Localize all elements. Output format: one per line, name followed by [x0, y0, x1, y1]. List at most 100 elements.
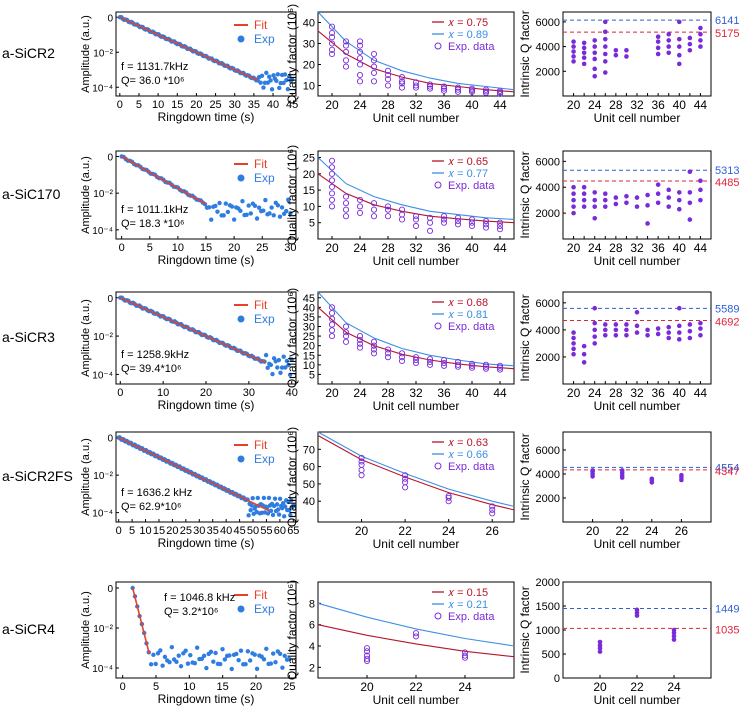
quality-exp-point — [356, 203, 364, 210]
quality-ytick-label: 40 — [303, 302, 315, 314]
intrinsic-point — [602, 204, 608, 209]
legend-fit-label: Fit — [254, 157, 268, 171]
intrinsic-point — [592, 197, 598, 203]
quality-exp-point — [356, 344, 364, 351]
intrinsic-point — [676, 197, 682, 203]
ringdown-exp-point — [211, 659, 216, 664]
intrinsic-point — [592, 38, 598, 43]
quality-exp-point — [384, 350, 392, 357]
ringdown-xtick-label: 30 — [284, 242, 296, 254]
ringdown-exp-point — [277, 214, 283, 219]
legend-exp-swatch — [237, 174, 245, 182]
ringdown-exp-point — [243, 662, 248, 667]
legend-expdata-swatch — [434, 462, 442, 470]
intrinsic-point — [592, 204, 598, 209]
ringdown-exp-point — [275, 365, 280, 370]
intrinsic-point — [666, 50, 672, 56]
quality-ylabel: Quality factor (10⁶) — [285, 288, 299, 388]
quality-exp-point — [454, 358, 462, 366]
quality-xtick-label: 44 — [493, 386, 507, 400]
intrinsic-ytick-label: 6000 — [536, 156, 560, 168]
intrinsic-ytick-label: 2000 — [536, 208, 560, 220]
sample-label: a-SiCR3 — [2, 329, 55, 345]
legend-expdata-label: Exp. data — [448, 611, 495, 623]
quality-exp-point — [384, 67, 392, 74]
ringdown-exp-point — [208, 649, 214, 655]
legend-exp-label: Exp — [254, 602, 275, 616]
quality-ytick-label: 20 — [303, 169, 315, 181]
quality-ytick-label: 40 — [303, 18, 315, 30]
ringdown-exp-point — [252, 203, 258, 209]
intrinsic-point — [676, 44, 682, 49]
intrinsic-xtick-label: 22 — [630, 680, 644, 694]
quality-exp-point — [342, 213, 350, 220]
ringdown-q: Q= 39.4*10⁶ — [121, 363, 182, 375]
quality-exp-point — [328, 23, 336, 30]
quality-exp-point — [363, 655, 371, 662]
quality-exp-point — [440, 356, 448, 364]
intrinsic-point — [602, 197, 608, 203]
ringdown-exp-point — [256, 205, 262, 210]
quality-exp-point — [454, 84, 462, 91]
ringdown-exp-point — [222, 657, 228, 662]
quality-xtick-label: 22 — [398, 524, 412, 538]
quality-exp-point — [426, 81, 434, 88]
quality-exp-point — [426, 227, 434, 234]
legend-expdata-label: Exp. data — [448, 461, 495, 473]
quality-exp-point — [454, 86, 462, 93]
intrinsic-point — [687, 200, 693, 206]
ringdown-exp-point — [264, 70, 269, 76]
legend-exp-swatch — [237, 35, 245, 43]
intrinsic-point — [676, 330, 682, 335]
quality-exp-point — [412, 213, 420, 220]
ringdown-axes — [115, 150, 297, 240]
ringdown-exp-point — [223, 201, 228, 206]
ringdown-ytick-label: 10⁻⁴ — [92, 664, 113, 675]
quality-exp-point — [328, 327, 336, 334]
ringdown-exp-point — [287, 656, 292, 662]
quality-exp-point — [384, 203, 392, 210]
ringdown-exp-point — [275, 507, 281, 512]
ringdown-xtick-label: 10 — [139, 525, 151, 537]
quality-xtick-label: 36 — [437, 386, 451, 400]
intrinsic-xtick-label: 20 — [593, 680, 607, 694]
ringdown-xlabel: Ringdown time (s) — [158, 253, 255, 267]
ringdown-xtick-label: 25 — [256, 242, 268, 254]
intrinsic-xlabel: Unit cell number — [594, 693, 681, 707]
legend-exp-label: Exp — [254, 171, 275, 185]
ringdown-q: Q= 36.0 *10⁶ — [121, 75, 185, 87]
intrinsic-point — [592, 190, 598, 195]
legend-fit-label: Fit — [254, 18, 268, 32]
quality-exp-point — [482, 361, 490, 368]
quality-xlabel: Unit cell number — [373, 537, 460, 551]
quality-exp-point — [496, 226, 504, 233]
intrinsic-point — [597, 643, 603, 648]
ringdown-frequency: f = 1046.8 kHz — [164, 592, 235, 604]
quality-exp-point — [426, 83, 434, 90]
ringdown-exp-point — [252, 652, 257, 657]
ringdown-exp-point — [158, 648, 163, 653]
intrinsic-point — [676, 337, 682, 342]
ringdown-exp-point — [167, 660, 172, 665]
intrinsic-xtick-label: 32 — [630, 98, 644, 112]
intrinsic-point — [613, 195, 619, 200]
quality-ytick-label: 40 — [303, 496, 315, 508]
quality-exp-point — [328, 170, 336, 177]
intrinsic-point — [602, 19, 608, 25]
quality-xtick-label: 40 — [465, 241, 479, 255]
ringdown-exp-point — [204, 665, 209, 671]
intrinsic-point — [698, 332, 703, 338]
quality-xtick-label: 36 — [437, 241, 451, 255]
ringdown-exp-point — [266, 495, 272, 501]
sample-label: a-SiCR2 — [2, 45, 55, 61]
legend-fit-label: Fit — [254, 588, 268, 602]
intrinsic-xlabel: Unit cell number — [594, 254, 681, 268]
legend-expdata-label: Exp. data — [448, 41, 495, 53]
intrinsic-xtick-label: 28 — [609, 98, 623, 112]
ringdown-exp-point — [247, 658, 253, 663]
intrinsic-point — [676, 323, 682, 329]
intrinsic-xtick-label: 36 — [651, 386, 665, 400]
ringdown-exp-point — [264, 646, 269, 651]
intrinsic-ytick-label: 1500 — [536, 601, 560, 613]
intrinsic-point — [581, 343, 587, 349]
